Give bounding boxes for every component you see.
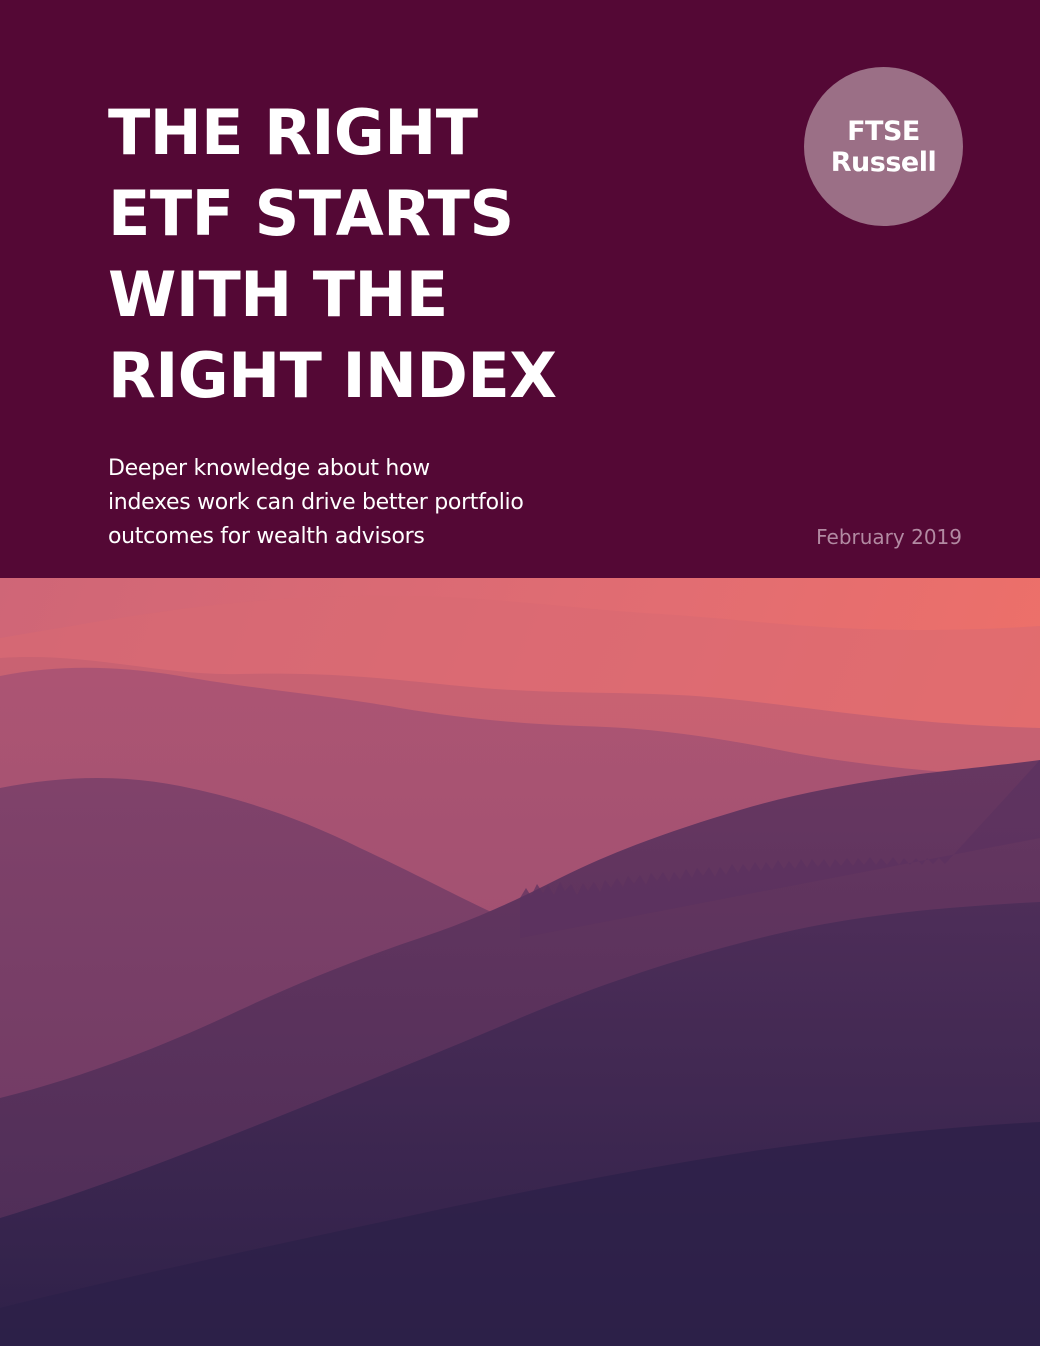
publication-date: February 2019 [816,525,962,549]
subtitle-line: Deeper knowledge about how [108,456,430,481]
ftse-russell-logo: FTSE Russell [804,67,963,226]
title-line: WITH THE [108,258,448,331]
cover-header: THE RIGHT ETF STARTS WITH THE RIGHT INDE… [0,0,1040,578]
title-line: THE RIGHT [108,96,478,169]
logo-line: Russell [830,146,937,178]
cover-subtitle: Deeper knowledge about how indexes work … [108,452,524,554]
treeline-texture [520,760,1040,938]
subtitle-line: outcomes for wealth advisors [108,524,425,549]
cover-title: THE RIGHT ETF STARTS WITH THE RIGHT INDE… [108,92,557,416]
mountain-landscape-image [0,578,1040,1346]
title-line: RIGHT INDEX [108,339,557,412]
logo-line: FTSE [847,115,920,147]
subtitle-line: indexes work can drive better portfolio [108,490,524,515]
title-line: ETF STARTS [108,177,514,250]
foreground-ridge [0,1122,1040,1346]
mountain-ridges-illustration [0,578,1040,1346]
